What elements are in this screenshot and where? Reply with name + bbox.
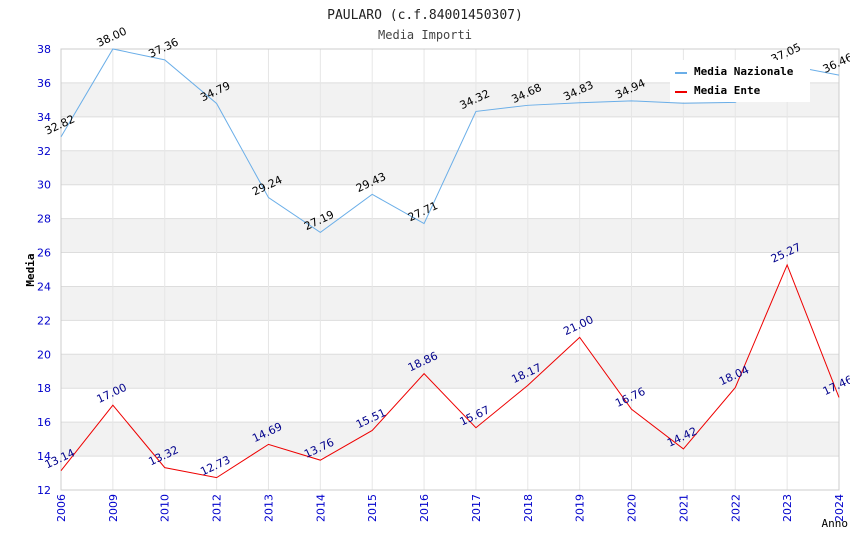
y-tick-label: 26 (37, 247, 51, 260)
y-tick-label: 18 (37, 382, 51, 395)
x-tick-label: 2016 (418, 494, 431, 522)
x-tick-label: 2017 (470, 494, 483, 522)
y-tick-label: 34 (37, 111, 51, 124)
y-tick-label: 12 (37, 484, 51, 497)
plot-band (61, 116, 839, 151)
series-lines (60, 48, 840, 479)
legend-label-nazionale: Media Nazionale (694, 65, 794, 78)
x-tick-label: 2024 (833, 494, 846, 522)
y-tick-label: 14 (37, 450, 51, 463)
y-tick-label: 28 (37, 213, 51, 226)
x-tick-label: 2020 (626, 494, 639, 522)
plot-band (61, 252, 839, 287)
plot-band (61, 388, 839, 423)
plot-band (61, 286, 839, 321)
y-tick-label: 16 (37, 416, 51, 429)
legend-label-ente: Media Ente (694, 84, 761, 97)
series-line-media-nazionale (60, 48, 840, 233)
plot-border (60, 48, 840, 491)
gridlines (60, 48, 840, 491)
x-tick-label: 2018 (522, 494, 535, 522)
x-axis-label: Anno (822, 517, 849, 530)
y-axis-ticks: 12 14 16 18 20 22 24 26 28 30 32 34 36 38 (37, 43, 51, 497)
x-tick-label: 2023 (781, 494, 794, 522)
x-axis-ticks: 2006 2009 2010 2012 2013 2014 2015 2016 2017 2018… (55, 494, 846, 522)
data-label: 38.00 (95, 25, 129, 50)
y-tick-label: 38 (37, 43, 51, 56)
plot-band (61, 422, 839, 457)
legend: Media Nazionale Media Ente (670, 60, 810, 102)
plot-band (61, 456, 839, 490)
plot-band (61, 184, 839, 219)
y-tick-label: 20 (37, 348, 51, 361)
legend-box (670, 60, 810, 102)
y-tick-label: 32 (37, 145, 51, 158)
y-tick-label: 36 (37, 77, 51, 90)
x-tick-label: 2015 (366, 494, 379, 522)
chart-subtitle: Media Importi (378, 28, 472, 42)
x-tick-label: 2013 (262, 494, 275, 522)
plot-background-bands (61, 49, 839, 490)
x-tick-label: 2022 (729, 494, 742, 522)
chart-title: PAULARO (c.f.84001450307) (327, 8, 523, 23)
x-tick-label: 2019 (574, 494, 587, 522)
y-axis-label: Media (24, 253, 37, 286)
x-tick-label: 2021 (677, 494, 690, 522)
y-tick-label: 30 (37, 179, 51, 192)
x-tick-label: 2014 (314, 494, 327, 522)
x-tick-label: 2009 (107, 494, 120, 522)
y-tick-label: 22 (37, 314, 51, 327)
x-tick-label: 2010 (159, 494, 172, 522)
plot-band (61, 320, 839, 355)
y-tick-label: 24 (37, 280, 51, 293)
x-tick-label: 2012 (211, 494, 224, 522)
x-tick-label: 2006 (55, 494, 68, 522)
plot-band (61, 218, 839, 253)
series-line-media-ente (60, 263, 840, 479)
plot-band (61, 354, 839, 389)
